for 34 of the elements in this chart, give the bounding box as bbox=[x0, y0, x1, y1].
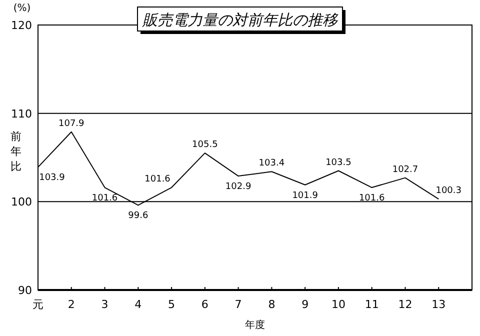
data-label: 105.5 bbox=[192, 140, 218, 150]
x-tick-label: 4 bbox=[134, 298, 142, 311]
text: (%) bbox=[13, 3, 31, 14]
data-label: 101.6 bbox=[144, 174, 171, 185]
x-axis-title: 年度 bbox=[245, 319, 265, 331]
y-tick-label: 120 bbox=[11, 19, 32, 32]
x-tick-label: 6 bbox=[201, 298, 208, 311]
x-tick-label: 5 bbox=[168, 298, 176, 311]
data-label: 102.9 bbox=[225, 182, 252, 192]
data-label: 100.3 bbox=[436, 186, 462, 196]
data-label: 101.9 bbox=[292, 190, 318, 201]
x-tick-label: 11 bbox=[364, 298, 379, 311]
data-label: 99.6 bbox=[128, 211, 148, 222]
y-tick-label: 110 bbox=[11, 107, 32, 120]
x-tick-label: 9 bbox=[302, 298, 309, 311]
data-label: 103.9 bbox=[39, 173, 66, 184]
data-label: 103.4 bbox=[258, 158, 285, 169]
chart-title: 販売電力量の対前年比の推移 bbox=[142, 11, 338, 29]
data-label: 107.9 bbox=[58, 118, 85, 129]
data-label: 101.6 bbox=[358, 194, 385, 204]
data-label: 102.7 bbox=[392, 164, 418, 175]
data-label: 101.6 bbox=[92, 194, 118, 204]
x-tick-label: 3 bbox=[101, 298, 108, 311]
data-label: 103.5 bbox=[326, 158, 352, 168]
x-tick-label: 12 bbox=[398, 298, 412, 311]
x-tick-label: 元 bbox=[32, 298, 44, 311]
y-tick-label: 90 bbox=[18, 284, 32, 297]
x-tick-label: 8 bbox=[268, 298, 276, 311]
y-axis-title: 前年比 bbox=[10, 130, 22, 173]
y-tick-label: 100 bbox=[11, 196, 32, 209]
x-tick-label: 13 bbox=[432, 298, 446, 311]
x-tick-label: 7 bbox=[234, 298, 242, 311]
x-tick-label: 10 bbox=[331, 298, 346, 311]
x-tick-label: 2 bbox=[68, 298, 75, 311]
